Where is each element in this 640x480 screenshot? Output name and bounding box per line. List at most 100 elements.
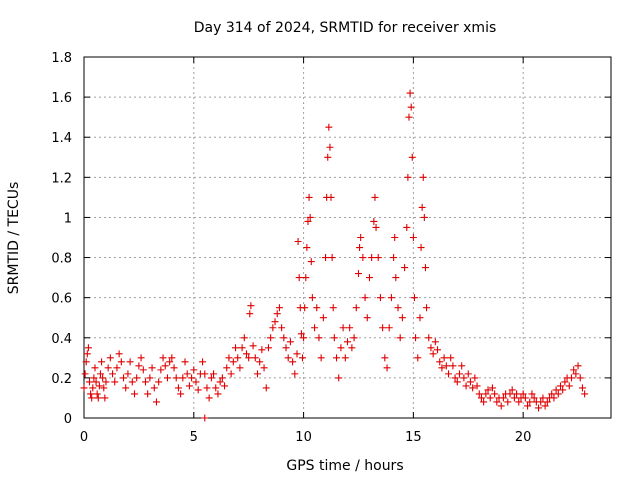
data-point xyxy=(282,344,290,352)
data-point xyxy=(258,346,266,354)
data-point xyxy=(102,378,110,386)
data-point xyxy=(256,358,264,366)
data-point xyxy=(185,382,193,390)
data-point xyxy=(418,203,426,211)
data-point xyxy=(423,304,431,312)
data-point xyxy=(403,223,411,231)
data-point xyxy=(440,354,448,362)
data-point xyxy=(89,384,97,392)
data-point xyxy=(152,398,160,406)
data-point xyxy=(161,362,169,370)
data-point xyxy=(416,314,424,322)
data-point xyxy=(508,386,516,394)
data-point xyxy=(83,350,91,358)
data-point xyxy=(572,370,580,378)
data-point xyxy=(94,394,102,402)
data-point xyxy=(506,390,514,398)
data-point xyxy=(137,354,145,362)
data-point xyxy=(267,334,275,342)
y-tick-label: 0.6 xyxy=(51,292,72,307)
data-point xyxy=(469,384,477,392)
data-point xyxy=(414,354,422,362)
data-point xyxy=(275,304,283,312)
data-point xyxy=(371,193,379,201)
data-point xyxy=(361,294,369,302)
data-point xyxy=(576,374,584,382)
data-point xyxy=(442,362,450,370)
data-point xyxy=(425,334,433,342)
data-point xyxy=(201,414,209,422)
data-point xyxy=(135,362,143,370)
y-tick-label: 1.2 xyxy=(51,171,72,186)
data-point xyxy=(497,402,505,410)
y-tick-label: 1 xyxy=(64,211,72,226)
data-point xyxy=(486,394,494,402)
data-point xyxy=(95,382,103,390)
data-point xyxy=(556,382,564,390)
data-point xyxy=(548,390,556,398)
data-point xyxy=(354,270,362,278)
data-point xyxy=(335,374,343,382)
data-point xyxy=(139,366,147,374)
data-point xyxy=(524,402,532,410)
data-point xyxy=(515,398,523,406)
data-point xyxy=(304,217,312,225)
data-point xyxy=(115,350,123,358)
data-point xyxy=(528,390,536,398)
data-point xyxy=(462,382,470,390)
data-point xyxy=(240,334,248,342)
data-point xyxy=(429,350,437,358)
data-point xyxy=(379,324,387,332)
data-point xyxy=(488,384,496,392)
x-tick-label: 20 xyxy=(515,430,532,445)
plot-frame xyxy=(83,56,612,419)
data-point xyxy=(120,374,128,382)
data-point xyxy=(289,358,297,366)
data-point xyxy=(427,344,435,352)
data-point xyxy=(535,404,543,412)
data-point xyxy=(295,274,303,282)
data-point xyxy=(539,394,547,402)
data-point xyxy=(80,384,88,392)
x-axis-label: GPS time / hours xyxy=(286,458,403,474)
data-point xyxy=(333,354,341,362)
data-point xyxy=(284,354,292,362)
data-point xyxy=(155,378,163,386)
y-tick-label: 1.8 xyxy=(51,51,72,66)
data-point xyxy=(100,384,108,392)
data-point xyxy=(131,390,139,398)
data-point xyxy=(419,173,427,181)
data-point xyxy=(381,354,389,362)
data-point xyxy=(302,274,310,282)
data-point xyxy=(374,254,382,262)
data-point xyxy=(477,394,485,402)
data-point xyxy=(166,358,174,366)
data-point xyxy=(421,264,429,272)
data-point xyxy=(214,390,222,398)
data-point xyxy=(301,304,309,312)
data-point xyxy=(113,364,121,372)
data-point xyxy=(297,330,305,338)
data-point xyxy=(144,390,152,398)
data-point xyxy=(417,244,425,252)
data-point xyxy=(460,374,468,382)
data-point xyxy=(170,364,178,372)
data-point xyxy=(293,350,301,358)
data-point xyxy=(227,370,235,378)
data-point xyxy=(126,358,134,366)
y-tick-label: 0.4 xyxy=(51,332,72,347)
data-point xyxy=(229,358,237,366)
data-point xyxy=(253,370,261,378)
data-point xyxy=(205,394,213,402)
axis-ticks xyxy=(83,56,611,419)
data-point xyxy=(122,384,130,392)
data-point xyxy=(317,354,325,362)
data-point xyxy=(210,370,218,378)
data-point xyxy=(319,314,327,322)
data-point xyxy=(203,384,211,392)
data-point xyxy=(85,378,93,386)
data-point xyxy=(246,310,254,318)
x-tick-label: 15 xyxy=(405,430,422,445)
data-point xyxy=(218,374,226,382)
data-point xyxy=(363,314,371,322)
